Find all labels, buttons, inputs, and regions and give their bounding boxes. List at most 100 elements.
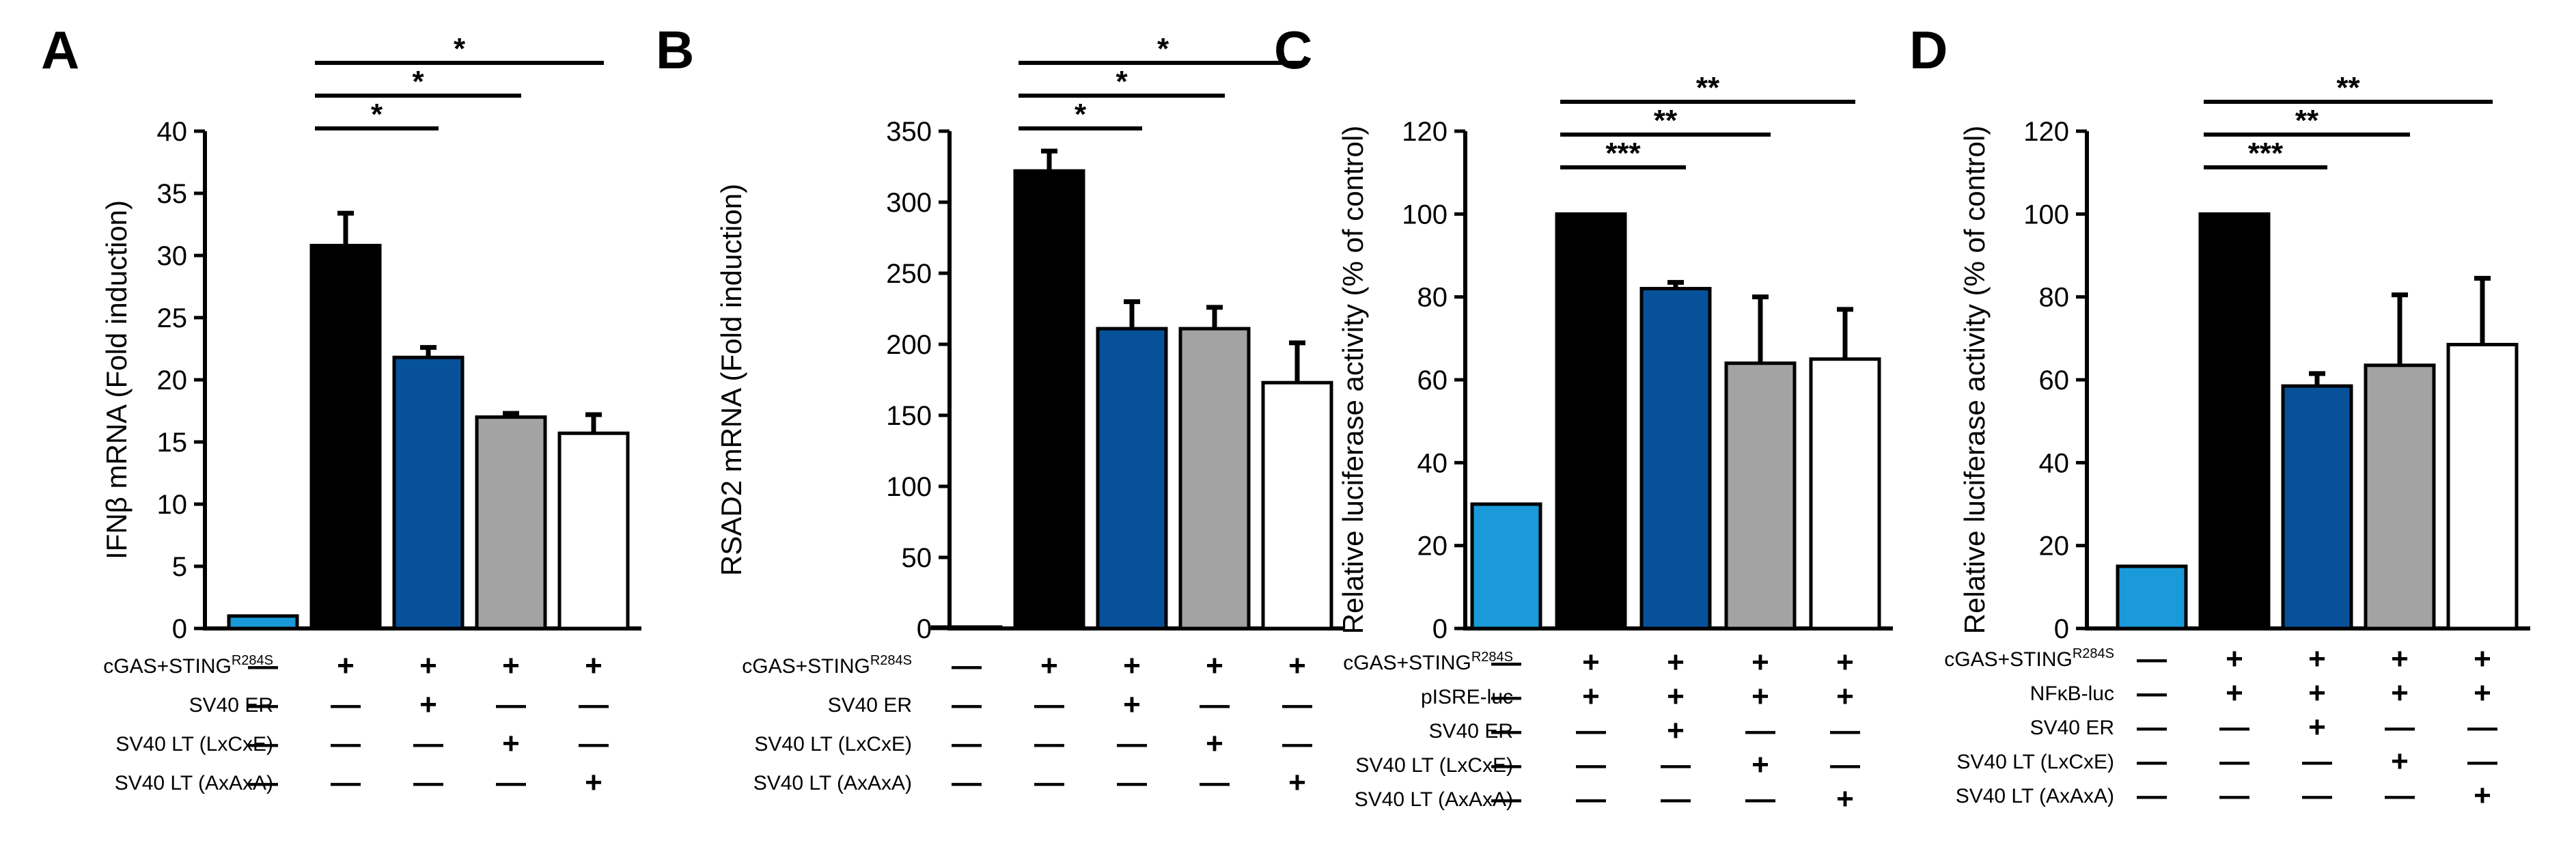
minus-mark: — bbox=[496, 688, 526, 721]
minus-mark: — bbox=[2219, 745, 2249, 778]
minus-mark: — bbox=[2385, 710, 2415, 744]
plus-mark: + bbox=[1667, 680, 1685, 713]
bar bbox=[1096, 327, 1168, 631]
panel-c: C 0 20 40 60 80 100 120 Relative luciferase acti… bbox=[1274, 20, 1893, 816]
panel-letter: A bbox=[41, 20, 79, 80]
condition-label: cGAS+STINGR284S bbox=[742, 653, 912, 678]
condition-label-text: SV40 ER bbox=[828, 694, 912, 717]
condition-label-text: cGAS+STING bbox=[1343, 652, 1471, 674]
minus-mark: — bbox=[1034, 727, 1064, 760]
minus-mark: — bbox=[248, 766, 278, 799]
bar bbox=[1178, 327, 1251, 631]
y-tick-label: 0 bbox=[917, 614, 932, 644]
minus-mark: — bbox=[2302, 745, 2332, 778]
y-tick-label: 250 bbox=[886, 259, 932, 289]
minus-mark: — bbox=[248, 649, 278, 682]
bar bbox=[392, 355, 465, 631]
panel-letter: B bbox=[656, 20, 694, 80]
condition-label-text: cGAS+STING bbox=[1944, 648, 2073, 671]
condition-label: cGAS+STINGR284S bbox=[103, 653, 273, 678]
y-tick-label: 80 bbox=[1417, 283, 1448, 313]
plus-mark: + bbox=[1667, 714, 1685, 747]
plus-mark: + bbox=[1751, 680, 1769, 713]
y-tick-label: 100 bbox=[1402, 199, 1448, 230]
minus-mark: — bbox=[413, 727, 443, 760]
condition-label-text: NFκB-luc bbox=[2030, 682, 2114, 705]
minus-mark: — bbox=[1576, 782, 1606, 816]
minus-mark: — bbox=[2137, 745, 2167, 778]
y-tick-label: 5 bbox=[172, 552, 187, 582]
plus-mark: + bbox=[1582, 646, 1600, 679]
minus-mark: — bbox=[248, 688, 278, 721]
significance-label: *** bbox=[1605, 137, 1641, 170]
condition-label: SV40 LT (LxCxE) bbox=[754, 733, 912, 756]
bar bbox=[309, 243, 382, 631]
condition-label-superscript: R284S bbox=[2073, 646, 2114, 661]
plus-mark: + bbox=[1123, 688, 1141, 721]
significance-label: * bbox=[1157, 32, 1169, 66]
plus-mark: + bbox=[1836, 782, 1854, 816]
minus-mark: — bbox=[496, 766, 526, 799]
y-tick-label: 35 bbox=[157, 179, 188, 209]
y-tick-label: 100 bbox=[886, 472, 932, 502]
y-tick-label: 350 bbox=[886, 117, 932, 147]
bar bbox=[227, 614, 299, 631]
bar bbox=[1724, 361, 1797, 631]
plus-mark: + bbox=[1288, 766, 1306, 799]
bar bbox=[1555, 212, 1627, 631]
plus-mark: + bbox=[2226, 642, 2243, 676]
plus-mark: + bbox=[419, 649, 437, 682]
minus-mark: — bbox=[1745, 714, 1775, 747]
bar bbox=[930, 625, 1003, 631]
plus-mark: + bbox=[1582, 680, 1600, 713]
significance-label: * bbox=[412, 65, 424, 98]
significance-label: * bbox=[371, 98, 383, 131]
y-axis-label: IFNβ mRNA (Fold induction) bbox=[100, 200, 133, 559]
minus-mark: — bbox=[248, 727, 278, 760]
y-tick-label: 40 bbox=[157, 117, 188, 147]
significance-label: * bbox=[1116, 65, 1128, 98]
condition-label-superscript: R284S bbox=[870, 653, 912, 668]
plus-mark: + bbox=[585, 766, 603, 799]
bar bbox=[1470, 502, 1542, 631]
plus-mark: + bbox=[2474, 676, 2491, 710]
y-tick-label: 25 bbox=[157, 303, 188, 333]
y-tick-label: 200 bbox=[886, 330, 932, 360]
bar bbox=[2198, 212, 2271, 631]
condition-label-text: SV40 ER bbox=[189, 694, 273, 717]
y-tick-label: 10 bbox=[157, 490, 188, 520]
condition-label-text: SV40 LT (LxCxE) bbox=[1956, 751, 2114, 773]
y-tick-label: 0 bbox=[2054, 614, 2069, 644]
y-tick-label: 300 bbox=[886, 188, 932, 218]
condition-label-text: cGAS+STING bbox=[103, 655, 232, 678]
minus-mark: — bbox=[952, 766, 982, 799]
significance-label: * bbox=[454, 32, 466, 66]
condition-label-text: SV40 ER bbox=[2030, 717, 2114, 739]
condition-label-text: SV40 ER bbox=[1429, 720, 1513, 743]
minus-mark: — bbox=[1200, 766, 1230, 799]
bar bbox=[1013, 169, 1085, 631]
minus-mark: — bbox=[2137, 642, 2167, 676]
minus-mark: — bbox=[1200, 688, 1230, 721]
minus-mark: — bbox=[952, 688, 982, 721]
condition-label: pISRE-luc bbox=[1421, 686, 1513, 708]
bar bbox=[475, 415, 547, 631]
condition-label-text: cGAS+STING bbox=[742, 655, 870, 678]
plus-mark: + bbox=[2226, 676, 2243, 710]
plus-mark: + bbox=[1288, 649, 1306, 682]
minus-mark: — bbox=[952, 727, 982, 760]
plus-mark: + bbox=[1206, 649, 1223, 682]
significance-label: ** bbox=[1654, 104, 1678, 137]
plus-mark: + bbox=[1836, 646, 1854, 679]
condition-label-text: SV40 LT (AxAxA) bbox=[1355, 788, 1513, 811]
y-tick-label: 60 bbox=[1417, 365, 1448, 396]
y-tick-label: 80 bbox=[2039, 283, 2070, 313]
minus-mark: — bbox=[1661, 782, 1691, 816]
minus-mark: — bbox=[2137, 779, 2167, 812]
panel-letter: C bbox=[1274, 20, 1312, 80]
condition-label: SV40 LT (LxCxE) bbox=[1355, 754, 1513, 777]
y-tick-label: 120 bbox=[1402, 117, 1448, 147]
y-axis-label: Relative luciferase activity (% of contr… bbox=[1337, 126, 1369, 635]
panel-a: A 0 5 10 15 20 25 30 35 40 IFNβ mRNA (Fold inducti… bbox=[41, 20, 641, 799]
